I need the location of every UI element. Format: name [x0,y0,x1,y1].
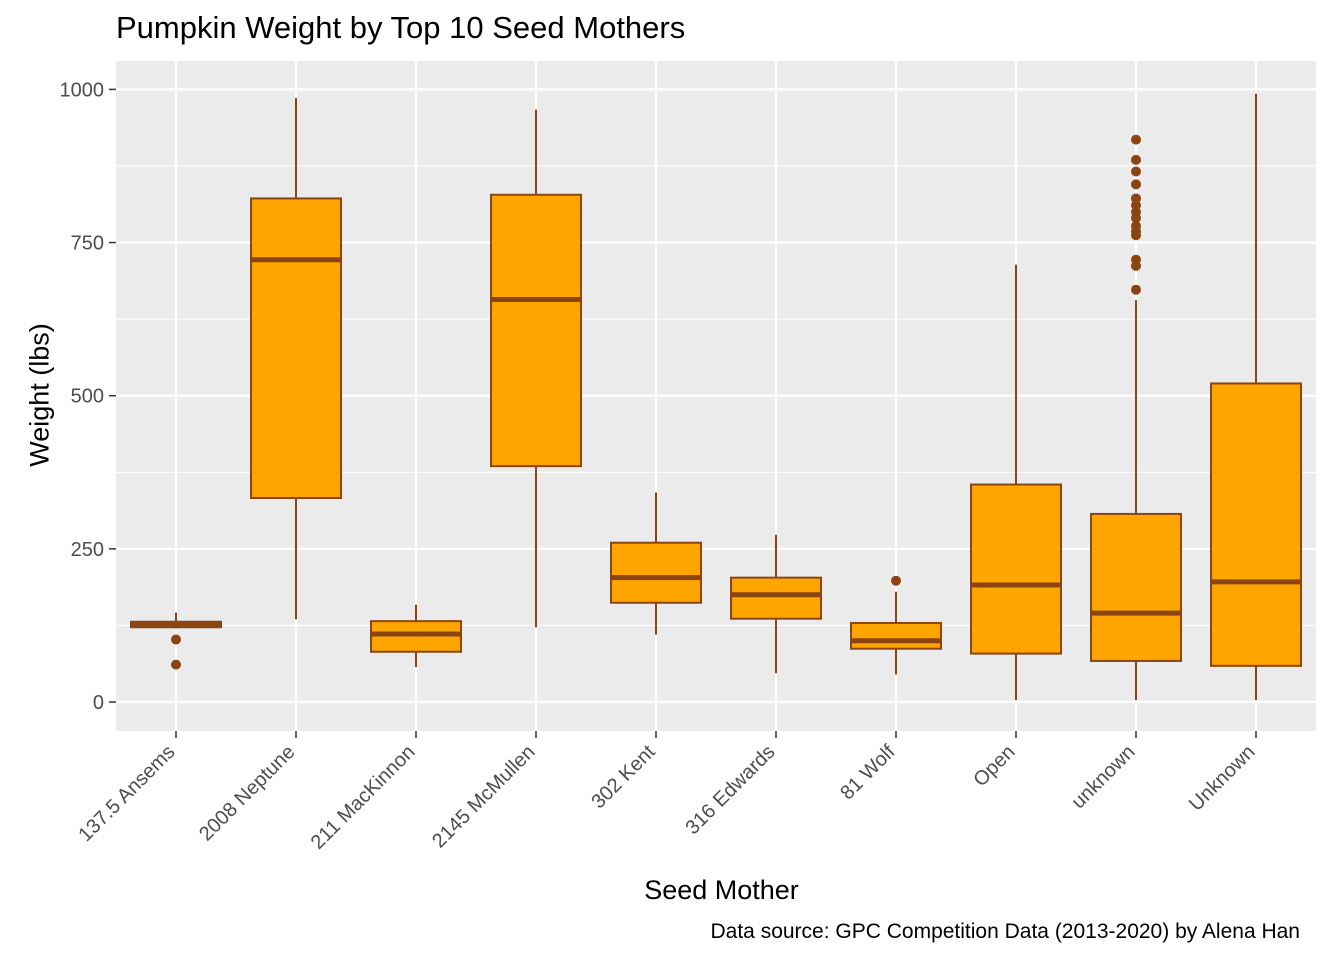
box-iqr [1090,512,1182,662]
box-iqr [490,193,582,468]
x-tick-label: 2008 Neptune [195,741,299,845]
x-axis-label: Seed Mother [644,875,799,905]
outlier-point [1131,179,1141,190]
x-tick-label: Unknown [1185,741,1260,816]
outlier-point [1131,254,1141,265]
x-tick-label: 316 Edwards [681,741,779,839]
x-tick-label: 2145 McMullen [428,741,539,852]
y-tick-label: 250 [71,539,104,561]
y-tick-label: 750 [71,233,104,255]
outlier-point [171,634,181,645]
box-iqr [970,483,1062,655]
x-tick-label: unknown [1067,741,1139,813]
chart-title: Pumpkin Weight by Top 10 Seed Mothers [116,10,686,45]
box-iqr [1210,382,1302,667]
y-tick-label: 0 [93,692,104,714]
outlier-point [1131,221,1141,232]
x-tick-label: 211 MacKinnon [307,741,420,854]
box-iqr [250,197,342,500]
x-tick-label: 137.5 Ansems [74,741,179,846]
outlier-point [1131,134,1141,145]
y-tick-label: 1000 [60,79,105,101]
box-iqr [730,576,822,620]
box-iqr [850,621,942,650]
x-tick-label: 302 Kent [587,741,659,813]
y-tick-label: 500 [71,386,104,408]
outlier-point [1131,154,1141,165]
x-tick-label: 81 Wolf [836,741,900,805]
outlier-point [1131,166,1141,177]
outlier-point [1131,193,1141,204]
outlier-point [1131,284,1141,295]
outlier-point [891,575,901,586]
data-source-caption: Data source: GPC Competition Data (2013-… [710,920,1301,943]
x-tick-label: Open [969,741,1019,791]
box-iqr [610,541,702,604]
outlier-point [171,659,181,670]
